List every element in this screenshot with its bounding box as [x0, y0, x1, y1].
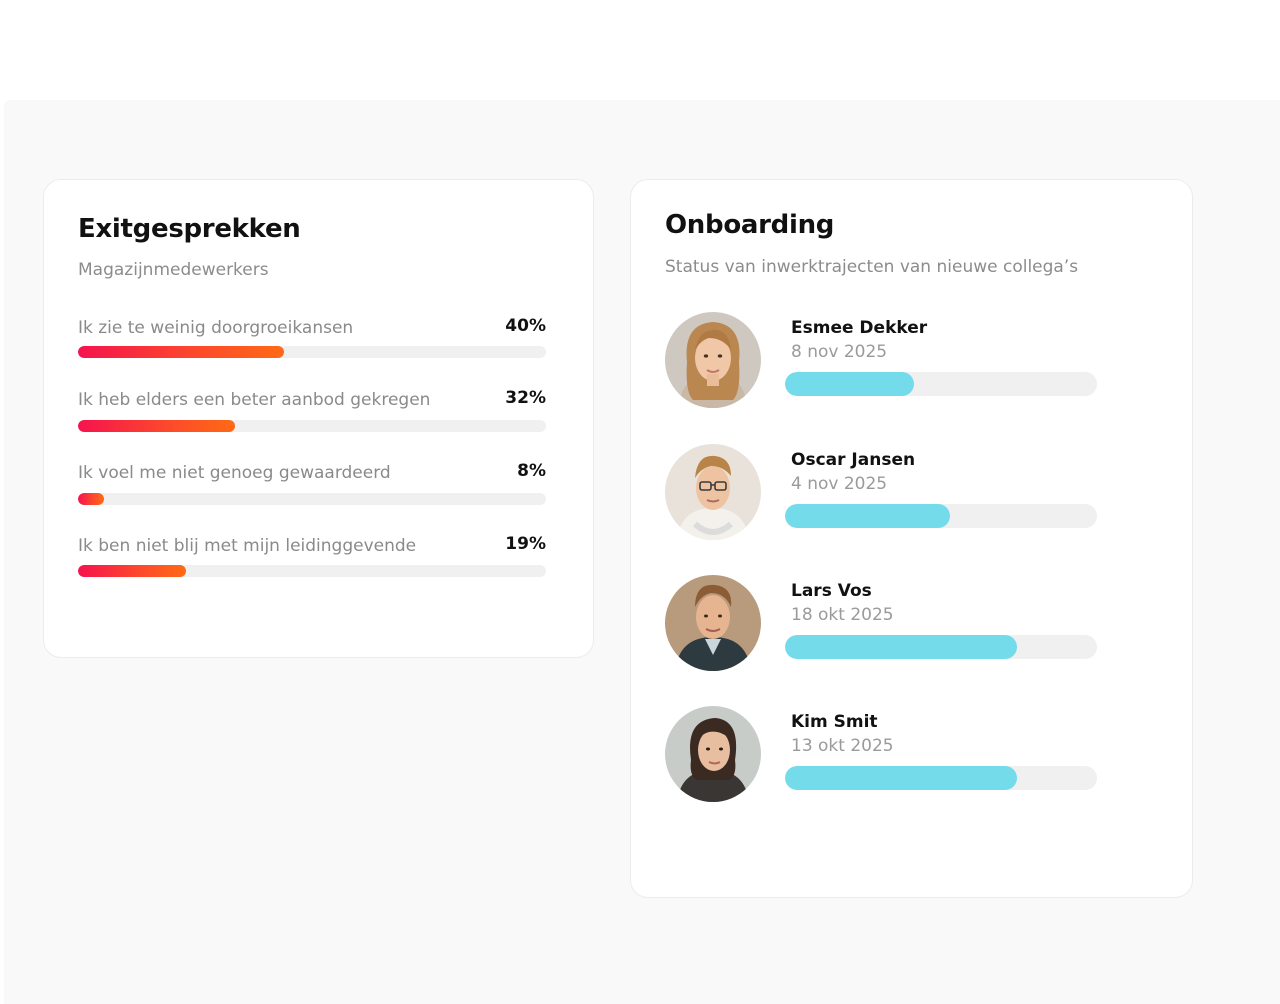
person-start-date: 4 nov 2025 — [791, 474, 888, 494]
person-start-date: 18 okt 2025 — [791, 605, 894, 625]
onboarding-progress-track — [785, 504, 1097, 528]
exit-reason-label: Ik heb elders een beter aanbod gekregen — [78, 390, 431, 410]
exit-interviews-card: Exitgesprekken Magazijnmedewerkers Ik zi… — [43, 179, 594, 658]
onboarding-progress-fill — [785, 504, 951, 528]
exit-reason-fill — [78, 493, 104, 505]
onboarding-card-title: Onboarding — [665, 210, 835, 240]
exit-reason-label: Ik voel me niet genoeg gewaardeerd — [78, 463, 391, 483]
onboarding-person-row[interactable]: Oscar Jansen 4 nov 2025 — [665, 444, 1135, 544]
person-name: Oscar Jansen — [791, 450, 916, 470]
exit-card-subtitle: Magazijnmedewerkers — [78, 260, 269, 280]
exit-reason-row: Ik ben niet blij met mijn leidinggevende… — [78, 534, 546, 577]
exit-reason-row: Ik zie te weinig doorgroeikansen 40% — [78, 316, 546, 358]
avatar — [665, 575, 761, 671]
person-name: Esmee Dekker — [791, 318, 928, 338]
exit-card-title: Exitgesprekken — [78, 214, 301, 244]
onboarding-person-row[interactable]: Esmee Dekker 8 nov 2025 — [665, 312, 1135, 412]
person-start-date: 13 okt 2025 — [791, 736, 894, 756]
onboarding-progress-fill — [785, 635, 1018, 659]
person-name: Lars Vos — [791, 581, 872, 601]
onboarding-progress-fill — [785, 766, 1018, 790]
onboarding-progress-track — [785, 635, 1097, 659]
avatar — [665, 444, 761, 540]
onboarding-card: Onboarding Status van inwerktrajecten va… — [630, 179, 1193, 898]
onboarding-person-row[interactable]: Kim Smit 13 okt 2025 — [665, 706, 1135, 806]
person-name: Kim Smit — [791, 712, 878, 732]
exit-reason-percent: 40% — [505, 316, 546, 336]
exit-reason-track — [78, 346, 546, 358]
exit-reason-track — [78, 420, 546, 432]
exit-reason-percent: 32% — [505, 388, 546, 408]
exit-reason-track — [78, 493, 546, 505]
exit-reason-label: Ik ben niet blij met mijn leidinggevende — [78, 536, 417, 556]
onboarding-progress-track — [785, 766, 1097, 790]
onboarding-progress-fill — [785, 372, 915, 396]
onboarding-card-subtitle: Status van inwerktrajecten van nieuwe co… — [665, 257, 1079, 277]
exit-reason-percent: 8% — [517, 461, 546, 481]
avatar — [665, 312, 761, 408]
exit-reason-track — [78, 565, 546, 577]
exit-reason-percent: 19% — [505, 534, 546, 554]
exit-reason-fill — [78, 346, 284, 358]
exit-reason-fill — [78, 420, 235, 432]
exit-reason-row: Ik voel me niet genoeg gewaardeerd 8% — [78, 461, 546, 505]
person-start-date: 8 nov 2025 — [791, 342, 888, 362]
exit-reason-label: Ik zie te weinig doorgroeikansen — [78, 318, 354, 338]
exit-reason-fill — [78, 565, 186, 577]
onboarding-progress-track — [785, 372, 1097, 396]
avatar — [665, 706, 761, 802]
exit-reason-row: Ik heb elders een beter aanbod gekregen … — [78, 388, 546, 432]
onboarding-person-row[interactable]: Lars Vos 18 okt 2025 — [665, 575, 1135, 675]
